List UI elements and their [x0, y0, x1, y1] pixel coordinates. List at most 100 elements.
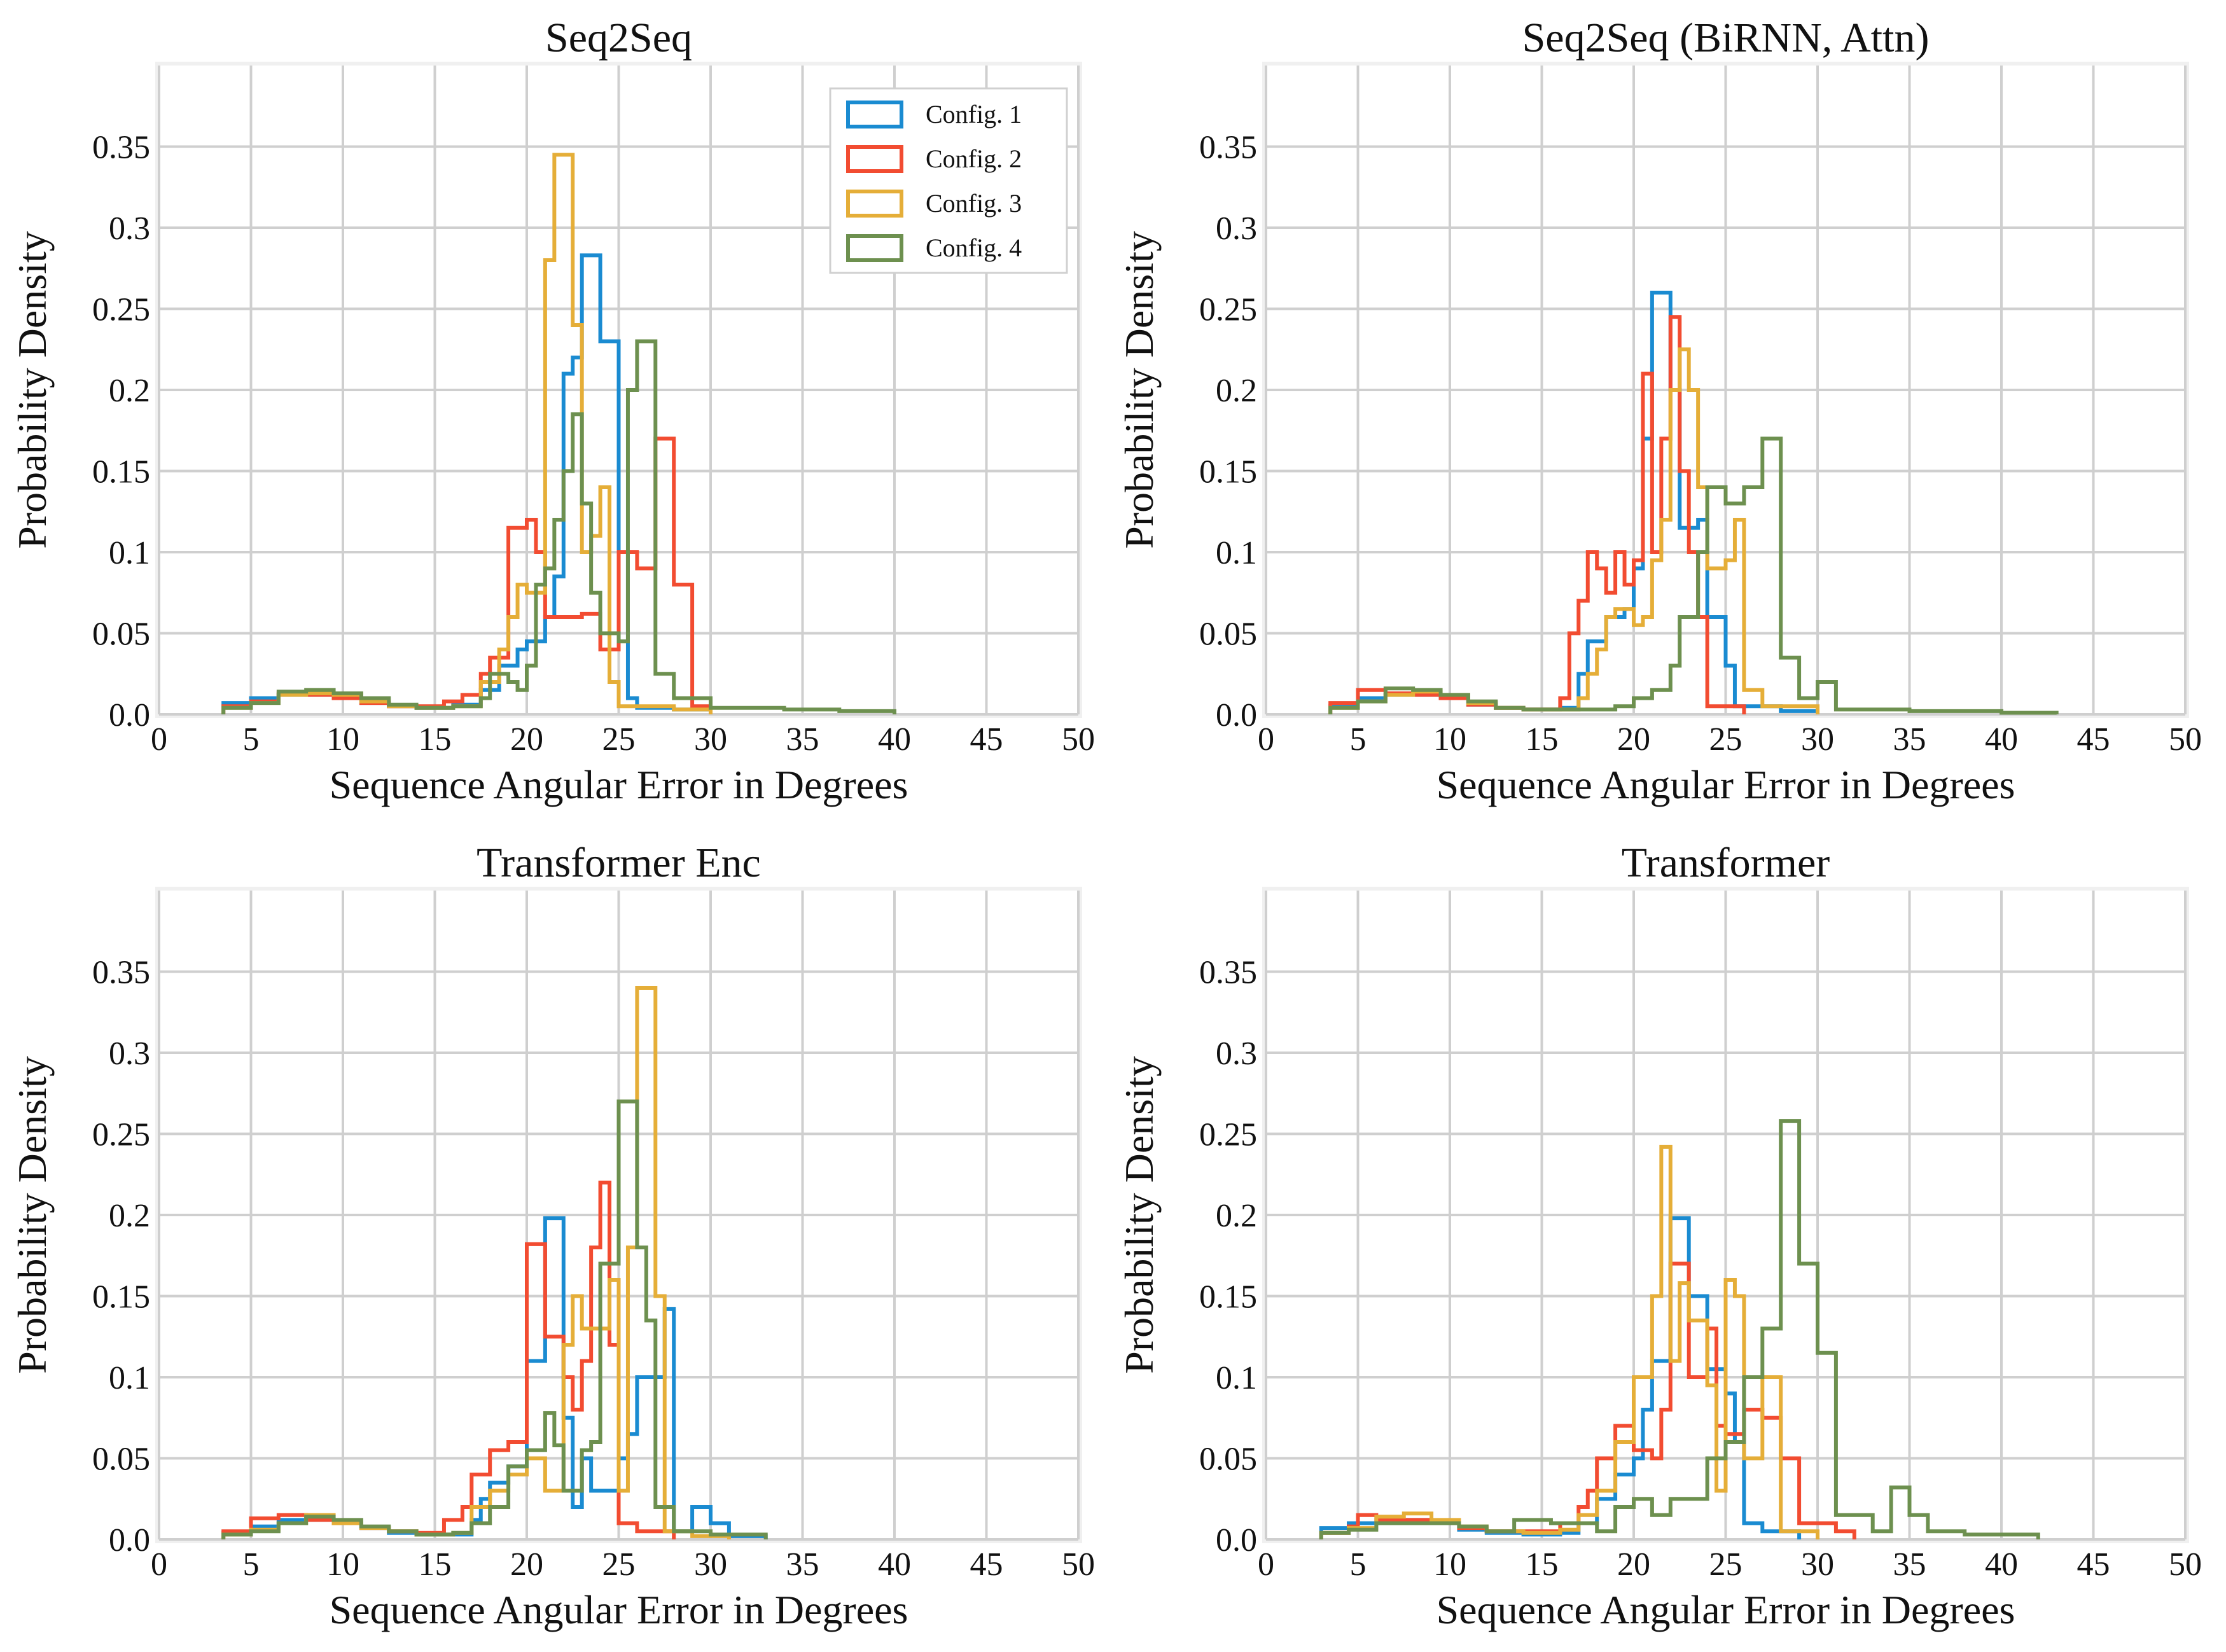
x-tick-label: 35 [1893, 1546, 1926, 1583]
y-axis-label: Probability Density [1116, 231, 1162, 549]
x-tick-label: 30 [694, 721, 727, 758]
y-tick-label: 0.35 [92, 955, 150, 991]
x-tick-label: 20 [1617, 721, 1650, 758]
x-tick-label: 10 [326, 1546, 359, 1583]
histogram-series-config-3 [1319, 1144, 1819, 1539]
x-tick-label: 30 [694, 1546, 727, 1583]
subplot-seq2seq: 0 5 10 15 20 25 30 35 40 45 50 0.0 0.05 0.1 0.15 0.2 0.2… [10, 15, 1095, 807]
histogram-series-config-4 [221, 1099, 768, 1539]
x-tick-label: 10 [326, 721, 359, 758]
x-tick-label: 45 [2077, 1546, 2110, 1583]
x-tick-label: 35 [786, 721, 819, 758]
y-tick-label: 0.0 [109, 697, 150, 733]
x-axis-label: Sequence Angular Error in Degrees [1436, 762, 2015, 807]
legend-label: Config. 4 [926, 233, 1022, 262]
x-tick-label: 5 [243, 721, 260, 758]
y-tick-label: 0.05 [1199, 616, 1257, 653]
x-tick-label: 45 [2077, 721, 2110, 758]
x-tick-label: 40 [878, 721, 911, 758]
histogram-series-config-3 [221, 153, 713, 714]
legend-swatch [846, 234, 903, 262]
x-tick-label: 20 [510, 1546, 543, 1583]
y-tick-label: 0.05 [92, 616, 150, 653]
x-tick-label: 30 [1801, 1546, 1834, 1583]
x-tick-label: 50 [1062, 1546, 1095, 1583]
x-tick-label: 0 [151, 1546, 167, 1583]
x-tick-label: 5 [1350, 1546, 1367, 1583]
y-tick-label: 0.35 [1199, 955, 1257, 991]
y-tick-label: 0.35 [92, 130, 150, 166]
y-tick-label: 0.1 [1216, 1360, 1257, 1396]
x-axis-label: Sequence Angular Error in Degrees [330, 762, 908, 807]
histogram-series-config-4 [221, 339, 896, 714]
y-tick-label: 0.0 [109, 1522, 150, 1558]
y-tick-label: 0.1 [109, 1360, 150, 1396]
x-tick-label: 45 [970, 721, 1003, 758]
y-tick-label: 0.25 [1199, 292, 1257, 328]
x-tick-label: 5 [1350, 721, 1367, 758]
y-tick-label: 0.0 [1216, 697, 1257, 733]
y-tick-label: 0.2 [109, 1198, 150, 1234]
y-tick-label: 0.35 [1199, 130, 1257, 166]
x-tick-label: 50 [1062, 721, 1095, 758]
x-tick-label: 25 [1709, 1546, 1743, 1583]
y-tick-label: 0.1 [109, 535, 150, 571]
x-tick-label: 15 [1526, 721, 1559, 758]
legend-box [829, 87, 1068, 274]
y-tick-label: 0.25 [92, 1117, 150, 1153]
x-tick-label: 45 [970, 1546, 1003, 1583]
x-tick-label: 35 [786, 1546, 819, 1583]
chart-title: Seq2Seq (BiRNN, Attn) [1522, 15, 1930, 61]
x-axis-label: Sequence Angular Error in Degrees [330, 1587, 908, 1632]
x-tick-label: 40 [878, 1546, 911, 1583]
y-tick-label: 0.25 [92, 292, 150, 328]
y-tick-label: 0.25 [1199, 1117, 1257, 1153]
y-tick-label: 0.3 [109, 1036, 150, 1072]
y-tick-label: 0.2 [1216, 373, 1257, 409]
x-tick-label: 25 [602, 1546, 636, 1583]
y-tick-label: 0.3 [1216, 1036, 1257, 1072]
x-tick-label: 5 [243, 1546, 260, 1583]
x-tick-label: 50 [2169, 1546, 2202, 1583]
y-tick-label: 0.05 [1199, 1441, 1257, 1478]
x-tick-label: 25 [602, 721, 636, 758]
legend-label: Config. 3 [926, 189, 1022, 218]
x-tick-label: 15 [419, 1546, 452, 1583]
x-tick-label: 10 [1433, 721, 1466, 758]
subplot-transformer: 0 5 10 15 20 25 30 35 40 45 50 0.0 0.05 0.1 0.15 0.2 0.2… [1116, 840, 2202, 1632]
x-tick-label: 40 [1985, 1546, 2018, 1583]
legend: Config. 1 Config. 2 Config. 3 Config. 4 [829, 87, 1068, 274]
legend-label: Config. 1 [926, 100, 1022, 128]
x-tick-label: 15 [419, 721, 452, 758]
y-tick-label: 0.0 [1216, 1522, 1257, 1558]
subplot-transformer-enc: 0 5 10 15 20 25 30 35 40 45 50 0.0 0.05 0.1 0.15 0.2 0.2… [10, 840, 1095, 1632]
chart-title: Transformer Enc [477, 840, 761, 886]
y-tick-label: 0.15 [1199, 454, 1257, 490]
y-tick-label: 0.1 [1216, 535, 1257, 571]
chart-title: Seq2Seq [545, 15, 692, 61]
chart-title: Transformer [1622, 840, 1830, 886]
y-tick-label: 0.15 [1199, 1279, 1257, 1315]
y-axis-label: Probability Density [1116, 1056, 1162, 1374]
legend-swatch [846, 190, 903, 218]
x-tick-label: 0 [1258, 721, 1274, 758]
x-tick-label: 25 [1709, 721, 1743, 758]
x-tick-label: 10 [1433, 1546, 1466, 1583]
x-tick-label: 20 [1617, 1546, 1650, 1583]
legend-swatch [846, 101, 903, 128]
legend-label: Config. 2 [926, 144, 1022, 173]
legend-swatch [846, 145, 903, 173]
y-tick-label: 0.2 [1216, 1198, 1257, 1234]
x-tick-label: 50 [2169, 721, 2202, 758]
x-tick-label: 0 [1258, 1546, 1274, 1583]
y-tick-label: 0.2 [109, 373, 150, 409]
y-tick-label: 0.05 [92, 1441, 150, 1478]
histogram-series-config-4 [1328, 436, 2059, 715]
x-tick-label: 15 [1526, 1546, 1559, 1583]
subplot-seq2seq-birnn-attn: 0 5 10 15 20 25 30 35 40 45 50 0.0 0.05 0.1 0.15 0.2 0.2… [1116, 15, 2202, 807]
x-tick-label: 30 [1801, 721, 1834, 758]
y-tick-label: 0.15 [92, 1279, 150, 1315]
y-tick-label: 0.3 [109, 211, 150, 247]
y-axis-label: Probability Density [10, 1056, 55, 1374]
